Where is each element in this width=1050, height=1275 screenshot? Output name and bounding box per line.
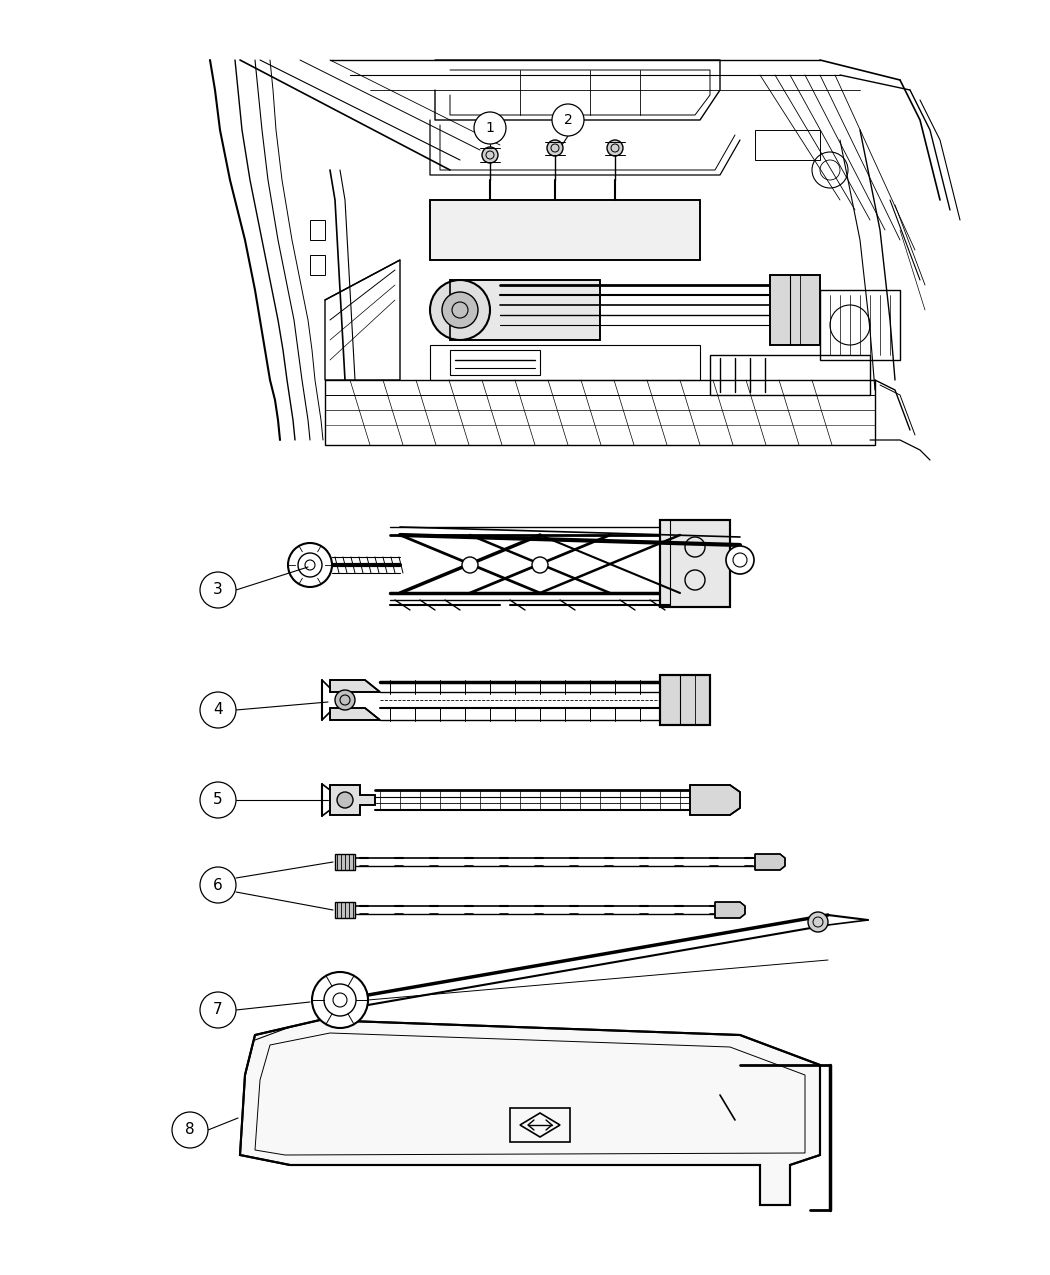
Polygon shape <box>770 275 820 346</box>
Circle shape <box>547 140 563 156</box>
Text: 8: 8 <box>185 1122 195 1137</box>
Text: 1: 1 <box>485 121 495 135</box>
Polygon shape <box>690 785 740 815</box>
Polygon shape <box>330 785 375 815</box>
Polygon shape <box>755 854 785 870</box>
Polygon shape <box>330 708 380 720</box>
Circle shape <box>442 292 478 328</box>
Circle shape <box>808 912 828 932</box>
Polygon shape <box>450 280 600 340</box>
Text: 6: 6 <box>213 877 223 892</box>
Circle shape <box>532 557 548 572</box>
Polygon shape <box>330 680 380 692</box>
Circle shape <box>172 1112 208 1148</box>
Circle shape <box>288 543 332 586</box>
Circle shape <box>726 546 754 574</box>
Circle shape <box>552 105 584 136</box>
Text: 2: 2 <box>564 113 572 128</box>
Circle shape <box>430 280 490 340</box>
Polygon shape <box>335 854 355 870</box>
Circle shape <box>200 992 236 1028</box>
Polygon shape <box>430 200 700 260</box>
Circle shape <box>474 112 506 144</box>
Circle shape <box>337 792 353 808</box>
Circle shape <box>200 867 236 903</box>
Circle shape <box>462 557 478 572</box>
Circle shape <box>200 782 236 819</box>
Circle shape <box>335 690 355 710</box>
Polygon shape <box>660 520 730 607</box>
Polygon shape <box>335 901 355 918</box>
Circle shape <box>312 972 367 1028</box>
Polygon shape <box>240 1020 820 1205</box>
Text: 7: 7 <box>213 1002 223 1017</box>
Polygon shape <box>660 674 710 725</box>
Text: 3: 3 <box>213 583 223 598</box>
Circle shape <box>482 147 498 163</box>
Circle shape <box>200 572 236 608</box>
Polygon shape <box>715 901 746 918</box>
Circle shape <box>200 692 236 728</box>
Text: 5: 5 <box>213 793 223 807</box>
Text: 4: 4 <box>213 703 223 718</box>
Circle shape <box>607 140 623 156</box>
